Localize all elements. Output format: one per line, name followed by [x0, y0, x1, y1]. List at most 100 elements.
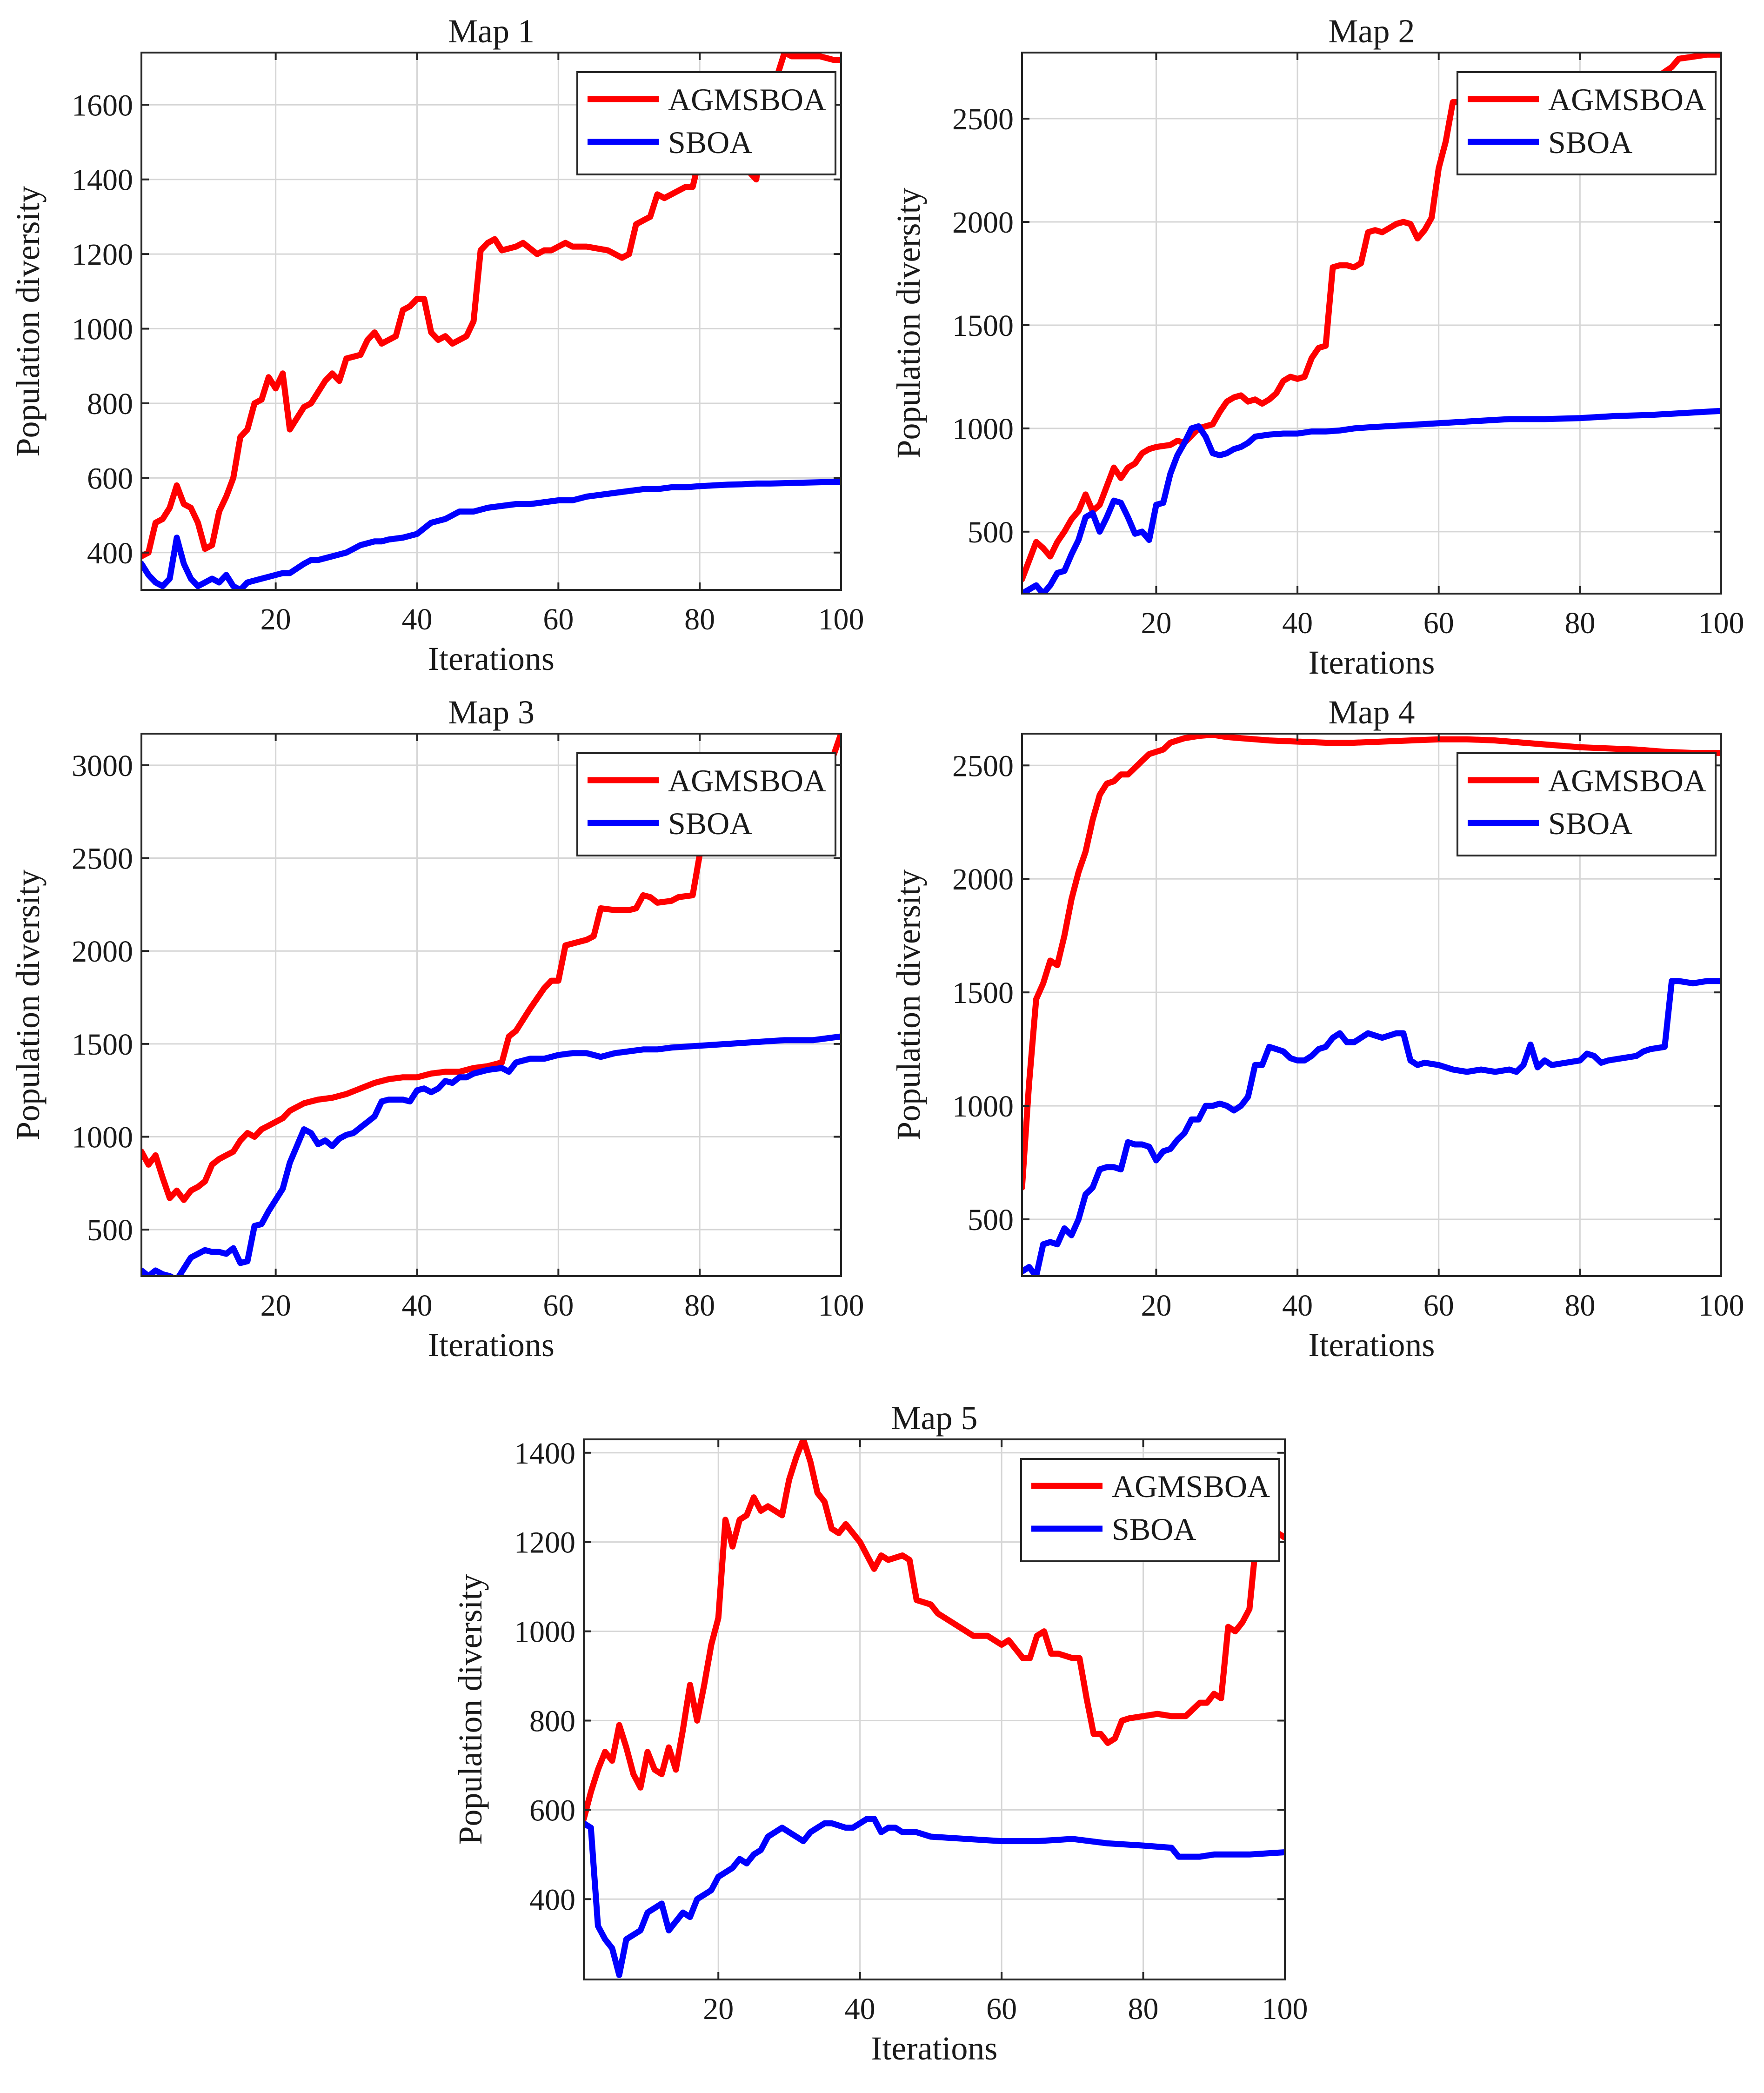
x-tick-label: 60: [1423, 606, 1454, 640]
x-tick-label: 80: [1128, 1992, 1159, 2026]
axes-frame: [140, 733, 842, 1277]
y-tick-label: 1000: [72, 1121, 133, 1155]
y-axis-label: Population diversity: [890, 869, 927, 1140]
chart-panel-1: 20 40 60 80 100 400 600 800 1000 1200 1400 1600 Map …: [9, 13, 864, 677]
y-tick-label: 1200: [72, 238, 133, 272]
chart-panel-2: 20 40 60 80 100 500 1000 1500 2000 2500 Map 2 Itera…: [890, 13, 1744, 681]
legend: AGMSBOA SBOA: [1457, 752, 1717, 856]
series-line-sboa: [1022, 978, 1721, 1276]
y-axis-label: Population diversity: [890, 188, 927, 459]
x-tick-label: 60: [543, 1289, 574, 1323]
x-axis-label: Iterations: [428, 640, 555, 677]
legend-label-agmsboa: AGMSBOA: [668, 82, 826, 117]
legend-box: [1457, 71, 1717, 175]
y-tick-label: 1000: [952, 1090, 1014, 1123]
legend-label-sboa: SBOA: [668, 125, 752, 160]
x-tick-label: 60: [1423, 1289, 1454, 1323]
axes-frame: [1021, 733, 1722, 1277]
y-tick-label: 2500: [952, 749, 1014, 783]
chart-panel-4: 20 40 60 80 100 500 1000 1500 2000 2500 Map 4 Itera…: [890, 694, 1744, 1364]
chart-panel-5: 20 40 60 80 100 400 600 800 1000 1200 1400 Map 5 Ite…: [452, 1399, 1308, 2067]
chart-panel-3: 20 40 60 80 100 500 1000 1500 2000 2500 3000 Map 3 I…: [9, 694, 864, 1364]
x-tick-label: 80: [684, 1289, 715, 1323]
x-tick-label: 100: [818, 602, 864, 636]
y-tick-label: 2000: [952, 206, 1014, 240]
y-tick-label: 2000: [72, 935, 133, 969]
x-tick-label: 80: [684, 602, 715, 636]
axes-frame: [583, 1438, 1286, 1980]
legend-box: [576, 71, 836, 175]
legend-label-sboa: SBOA: [1548, 125, 1632, 160]
legend: AGMSBOA SBOA: [1457, 71, 1717, 175]
y-tick-label: 2000: [952, 863, 1014, 896]
chart-title: Map 1: [448, 13, 535, 50]
y-tick-label: 400: [529, 1883, 575, 1917]
y-tick-label: 2500: [72, 842, 133, 876]
series-line-sboa: [141, 478, 841, 590]
y-tick-label: 500: [968, 515, 1014, 549]
y-tick-label: 600: [529, 1793, 575, 1827]
legend-label-agmsboa: AGMSBOA: [1548, 82, 1706, 117]
legend-label-sboa: SBOA: [1112, 1511, 1196, 1547]
y-tick-label: 1000: [952, 412, 1014, 446]
x-tick-label: 100: [818, 1289, 864, 1323]
y-tick-label: 400: [87, 536, 133, 570]
y-tick-label: 1500: [952, 309, 1014, 343]
legend: AGMSBOA SBOA: [576, 752, 836, 856]
legend-box: [576, 752, 836, 856]
x-tick-label: 40: [845, 1992, 875, 2026]
series-line-sboa: [141, 1033, 841, 1276]
y-axis-label: Population diversity: [9, 186, 47, 457]
y-tick-label: 800: [529, 1704, 575, 1738]
x-tick-label: 100: [1698, 1289, 1744, 1323]
x-tick-label: 100: [1698, 606, 1744, 640]
legend-label-agmsboa: AGMSBOA: [1112, 1469, 1270, 1504]
y-tick-label: 600: [87, 461, 133, 495]
x-tick-label: 40: [1282, 606, 1313, 640]
legend-box: [1457, 752, 1717, 856]
chart-title: Map 5: [891, 1399, 978, 1437]
x-tick-label: 60: [986, 1992, 1017, 2026]
x-tick-label: 40: [401, 1289, 432, 1323]
x-tick-label: 80: [1564, 606, 1595, 640]
y-tick-label: 1000: [72, 313, 133, 347]
y-axis-label: Population diversity: [452, 1574, 489, 1845]
legend-label-sboa: SBOA: [1548, 806, 1632, 841]
series-line-sboa: [1022, 408, 1721, 594]
y-tick-label: 1500: [952, 976, 1014, 1010]
x-tick-label: 20: [703, 1992, 734, 2026]
axes-frame: [140, 52, 842, 591]
chart-title: Map 4: [1329, 694, 1415, 731]
y-tick-label: 1200: [514, 1526, 575, 1560]
y-tick-label: 3000: [72, 749, 133, 783]
x-tick-label: 40: [401, 602, 432, 636]
y-tick-label: 1600: [72, 88, 133, 122]
legend-label-agmsboa: AGMSBOA: [1548, 763, 1706, 798]
x-axis-label: Iterations: [1309, 644, 1435, 681]
legend-label-sboa: SBOA: [668, 806, 752, 841]
x-axis-label: Iterations: [871, 2030, 998, 2067]
y-tick-label: 500: [968, 1203, 1014, 1237]
chart-title: Map 2: [1329, 13, 1415, 50]
x-tick-label: 60: [543, 602, 574, 636]
y-tick-label: 2500: [952, 102, 1014, 136]
legend-label-agmsboa: AGMSBOA: [668, 763, 826, 798]
y-tick-label: 1000: [514, 1615, 575, 1649]
x-axis-label: Iterations: [1309, 1326, 1435, 1364]
y-tick-label: 1400: [514, 1437, 575, 1471]
y-tick-label: 800: [87, 387, 133, 421]
x-tick-label: 40: [1282, 1289, 1313, 1323]
x-tick-label: 20: [261, 1289, 291, 1323]
x-tick-label: 20: [1141, 1289, 1171, 1323]
legend: AGMSBOA SBOA: [1020, 1458, 1280, 1562]
x-tick-label: 80: [1564, 1289, 1595, 1323]
series-line-agmsboa: [584, 1439, 1285, 1822]
y-tick-label: 500: [87, 1213, 133, 1247]
series-line-agmsboa: [1022, 734, 1721, 1191]
legend: AGMSBOA SBOA: [576, 71, 836, 175]
x-tick-label: 20: [261, 602, 291, 636]
y-tick-label: 1400: [72, 163, 133, 197]
y-tick-label: 1500: [72, 1028, 133, 1062]
y-axis-label: Population diversity: [9, 869, 47, 1140]
